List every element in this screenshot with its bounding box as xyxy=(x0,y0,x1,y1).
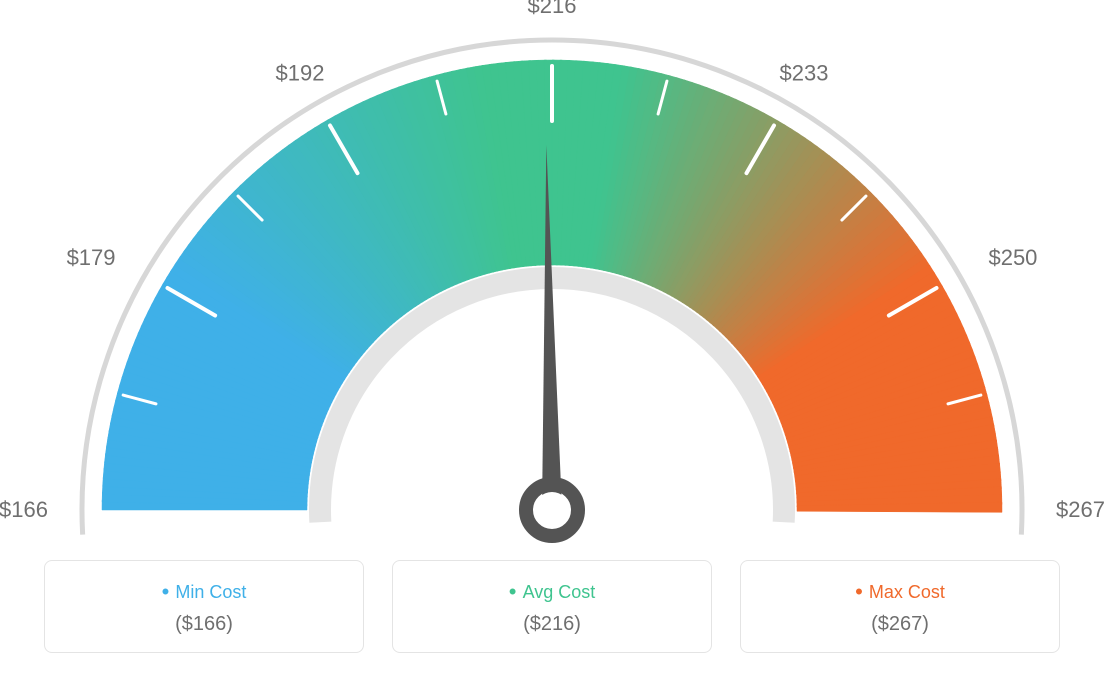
min-cost-card: Min Cost ($166) xyxy=(44,560,364,653)
min-cost-label: Min Cost xyxy=(55,579,353,605)
avg-cost-label: Avg Cost xyxy=(403,579,701,605)
avg-cost-card: Avg Cost ($216) xyxy=(392,560,712,653)
cost-cards-row: Min Cost ($166) Avg Cost ($216) Max Cost… xyxy=(0,560,1104,653)
gauge-svg: $166 $179 $192 $216 $233 $250 $267 xyxy=(0,0,1104,560)
gauge-tick-label: $267 xyxy=(1056,497,1104,522)
gauge-tick-label: $216 xyxy=(528,0,577,18)
gauge-tick-label: $233 xyxy=(780,61,829,86)
avg-cost-value: ($216) xyxy=(403,613,701,636)
gauge-tick-label: $179 xyxy=(67,245,116,270)
max-cost-card: Max Cost ($267) xyxy=(740,560,1060,653)
gauge-tick-label: $250 xyxy=(988,245,1037,270)
gauge-tick-label: $166 xyxy=(0,497,48,522)
gauge-chart: $166 $179 $192 $216 $233 $250 $267 xyxy=(0,0,1104,560)
max-cost-value: ($267) xyxy=(751,613,1049,636)
gauge-tick-label: $192 xyxy=(276,61,325,86)
min-cost-value: ($166) xyxy=(55,613,353,636)
max-cost-label: Max Cost xyxy=(751,579,1049,605)
